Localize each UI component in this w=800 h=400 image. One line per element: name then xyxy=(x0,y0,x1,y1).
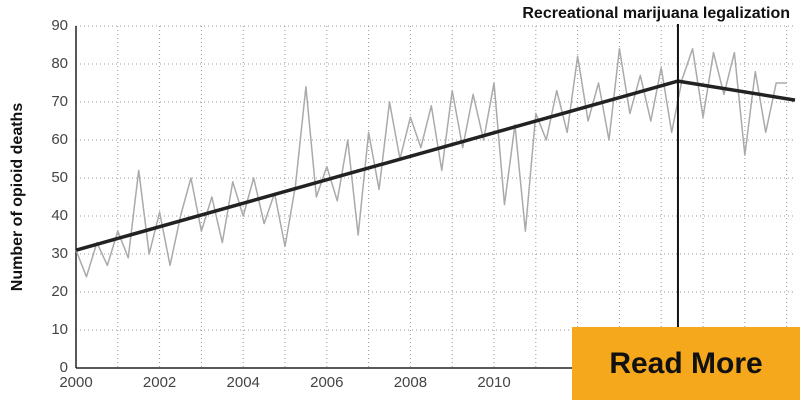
y-tick-label: 80 xyxy=(51,55,68,72)
x-tick-label: 2002 xyxy=(143,374,176,391)
y-tick-label: 40 xyxy=(51,207,68,224)
x-tick-label: 2000 xyxy=(59,374,92,391)
y-tick-label: 20 xyxy=(51,283,68,300)
y-tick-label: 70 xyxy=(51,93,68,110)
x-tick-label: 2004 xyxy=(227,374,260,391)
data-line xyxy=(75,48,787,278)
y-axis-label: Number of opioid deaths xyxy=(9,103,26,292)
y-tick-label: 0 xyxy=(60,359,68,376)
annotation: Recreational marijuana legalization xyxy=(522,5,790,22)
y-tick-label: 50 xyxy=(51,169,68,186)
y-tick-label: 90 xyxy=(51,17,68,34)
y-tick-label: 10 xyxy=(51,321,68,338)
read-more-button[interactable]: Read More xyxy=(572,327,800,400)
x-tick-label: 2008 xyxy=(394,374,427,391)
x-tick-label: 2006 xyxy=(310,374,343,391)
trend-line xyxy=(677,79,796,102)
y-tick-label: 30 xyxy=(51,245,68,262)
y-tick-label: 60 xyxy=(51,131,68,148)
trend-line xyxy=(75,79,679,252)
x-tick-label: 2010 xyxy=(477,374,510,391)
